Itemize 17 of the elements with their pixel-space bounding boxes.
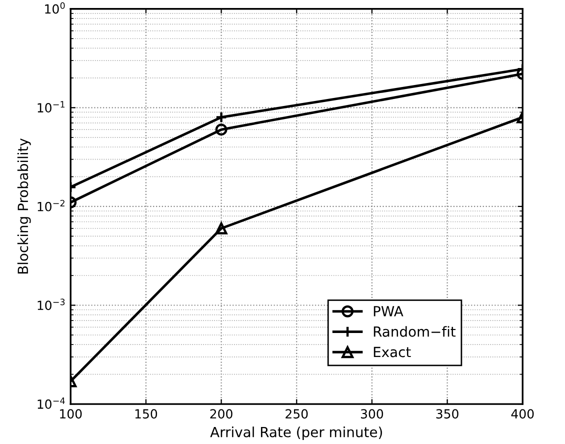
x-tick-label: 250: [286, 409, 308, 419]
x-tick-label: 200: [210, 409, 232, 419]
legend-label: Random−fit: [374, 326, 456, 337]
x-tick-label: 100: [60, 409, 82, 419]
x-tick-label: 350: [436, 409, 458, 419]
legend-label: Exact: [374, 346, 411, 358]
y-axis-title: Blocking Probability: [17, 138, 31, 274]
y-tick-label: 10$^{−4}$: [38, 398, 65, 409]
x-tick-label: 300: [360, 409, 384, 419]
y-tick-label: 10$^{−3}$: [38, 298, 65, 310]
x-axis-title: Arrival Rate (per minute): [210, 426, 382, 440]
y-tick-label: 10$^{−2}$: [38, 200, 64, 212]
y-tick-label: 10$^{−1}$: [38, 101, 65, 113]
x-tick-label: 150: [135, 409, 158, 419]
x-tick-label: 400: [511, 409, 534, 419]
legend-label: PWA: [374, 306, 404, 316]
y-tick-label: 10$^{0}$: [45, 2, 65, 14]
